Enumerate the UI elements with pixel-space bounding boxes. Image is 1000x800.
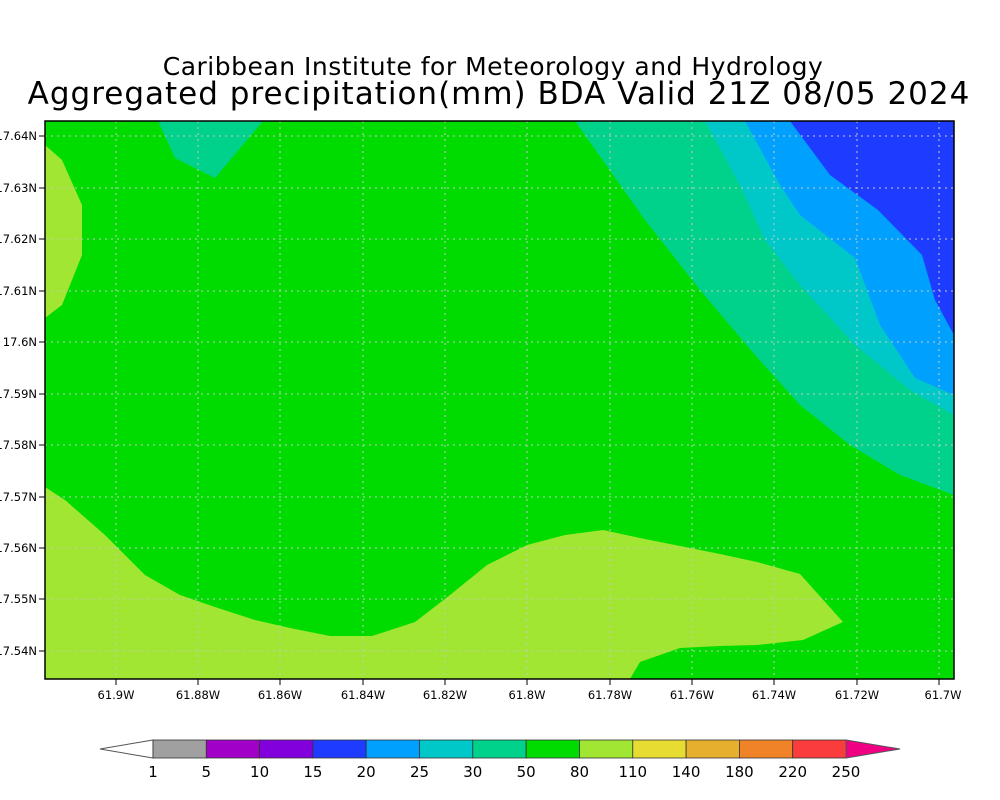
map-frame [44,120,955,680]
colorbar-swatch [259,739,314,759]
precip-region-80-110-south [45,487,843,679]
colorbar-label: 25 [410,763,429,781]
colorbar-swatch [579,739,634,759]
colorbar-swatch [525,739,580,759]
colorbar-label: 20 [357,763,376,781]
colorbar-label: 180 [725,763,754,781]
colorbar-swatch [739,739,794,759]
precip-region-80-110-west [45,145,82,318]
colorbar-label: 5 [202,763,212,781]
colorbar-swatch [632,739,687,759]
colorbar-swatch [792,739,847,759]
colorbar-label: 140 [672,763,701,781]
y-tick-label: 17.59N [0,387,37,401]
y-tick-label: 17.54N [0,644,37,658]
x-tick-label: 61.86W [258,688,302,702]
y-tick-label: 17.58N [0,438,37,452]
axis-tick-marks [39,135,940,685]
precip-region-30-50-north [158,121,263,178]
x-tick-label: 61.7W [925,688,962,702]
y-tick-label: 17.55N [0,592,37,606]
colorbar-swatch [685,739,740,759]
colorbar-swatch [312,739,367,759]
colorbar-swatch [152,739,207,759]
y-tick-label: 17.61N [0,284,37,298]
map-title-institution: Caribbean Institute for Meteorology and … [162,52,824,81]
x-tick-label: 61.88W [176,688,220,702]
colorbar-swatch [205,739,261,759]
colorbar-label: 1 [148,763,158,781]
colorbar-label: 15 [303,763,322,781]
map-plot-area [45,121,954,679]
colorbar-swatch [365,739,420,759]
x-tick-label: 61.82W [423,688,467,702]
y-tick-label: 17.6N [3,335,37,349]
precip-region-15-20-east [790,121,954,335]
y-tick-label: 17.62N [0,232,37,246]
colorbar: 1 5 10 15 20 25 30 50 80 110 140 180 220 250 [99,739,901,781]
y-tick-label: 17.56N [0,541,37,555]
colorbar-swatch [472,739,527,759]
colorbar-label: 80 [570,763,589,781]
map-gridlines [45,121,954,679]
x-tick-label: 61.76W [670,688,714,702]
colorbar-label: 220 [778,763,807,781]
x-tick-label: 61.74W [752,688,796,702]
colorbar-label: 110 [618,763,647,781]
colorbar-under-arrow [99,739,154,759]
y-tick-label: 17.57N [0,490,37,504]
colorbar-swatch [419,739,474,759]
x-tick-label: 61.78W [588,688,632,702]
colorbar-over-arrow [845,739,901,759]
colorbar-label: 50 [517,763,536,781]
x-tick-label: 61.9W [98,688,135,702]
y-tick-label: 17.64N [0,129,37,143]
map-title-product: Aggregated precipitation(mm) BDA Valid 2… [27,76,971,112]
x-tick-label: 61.8W [509,688,546,702]
x-tick-label: 61.72W [835,688,879,702]
colorbar-label: 30 [463,763,482,781]
y-tick-label: 17.63N [0,181,37,195]
x-tick-label: 61.84W [341,688,385,702]
colorbar-label: 250 [832,763,861,781]
colorbar-label: 10 [250,763,269,781]
